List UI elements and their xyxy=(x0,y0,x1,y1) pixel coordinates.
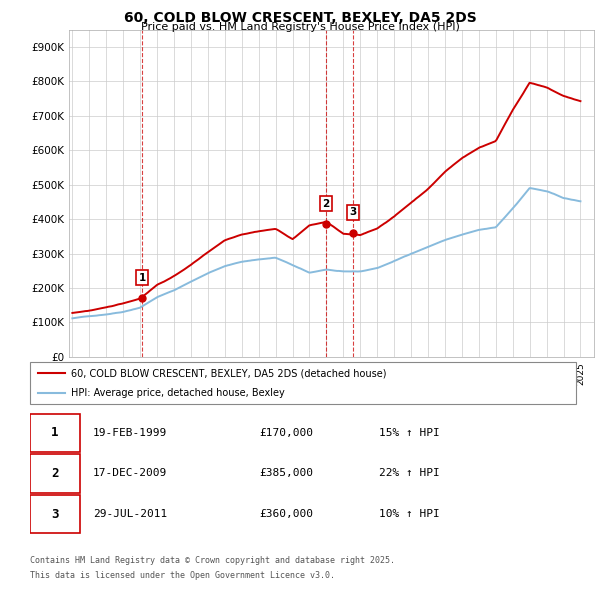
Text: 60, COLD BLOW CRESCENT, BEXLEY, DA5 2DS (detached house): 60, COLD BLOW CRESCENT, BEXLEY, DA5 2DS … xyxy=(71,368,386,378)
Text: 15% ↑ HPI: 15% ↑ HPI xyxy=(379,428,440,438)
Text: This data is licensed under the Open Government Licence v3.0.: This data is licensed under the Open Gov… xyxy=(30,571,335,579)
Text: 1: 1 xyxy=(52,427,59,440)
Text: Contains HM Land Registry data © Crown copyright and database right 2025.: Contains HM Land Registry data © Crown c… xyxy=(30,556,395,565)
Text: HPI: Average price, detached house, Bexley: HPI: Average price, detached house, Bexl… xyxy=(71,388,285,398)
Text: £360,000: £360,000 xyxy=(259,509,313,519)
Text: 17-DEC-2009: 17-DEC-2009 xyxy=(93,468,167,478)
Text: £385,000: £385,000 xyxy=(259,468,313,478)
Text: 2: 2 xyxy=(52,467,59,480)
Text: 22% ↑ HPI: 22% ↑ HPI xyxy=(379,468,440,478)
Text: 19-FEB-1999: 19-FEB-1999 xyxy=(93,428,167,438)
Text: Price paid vs. HM Land Registry's House Price Index (HPI): Price paid vs. HM Land Registry's House … xyxy=(140,22,460,32)
Text: 10% ↑ HPI: 10% ↑ HPI xyxy=(379,509,440,519)
Text: 3: 3 xyxy=(349,207,356,217)
Text: 1: 1 xyxy=(139,273,146,283)
FancyBboxPatch shape xyxy=(30,414,80,452)
Text: £170,000: £170,000 xyxy=(259,428,313,438)
FancyBboxPatch shape xyxy=(30,495,80,533)
Text: 29-JUL-2011: 29-JUL-2011 xyxy=(93,509,167,519)
FancyBboxPatch shape xyxy=(30,362,576,404)
Text: 2: 2 xyxy=(322,199,329,209)
FancyBboxPatch shape xyxy=(30,454,80,493)
Text: 60, COLD BLOW CRESCENT, BEXLEY, DA5 2DS: 60, COLD BLOW CRESCENT, BEXLEY, DA5 2DS xyxy=(124,11,476,25)
Text: 3: 3 xyxy=(52,507,59,520)
